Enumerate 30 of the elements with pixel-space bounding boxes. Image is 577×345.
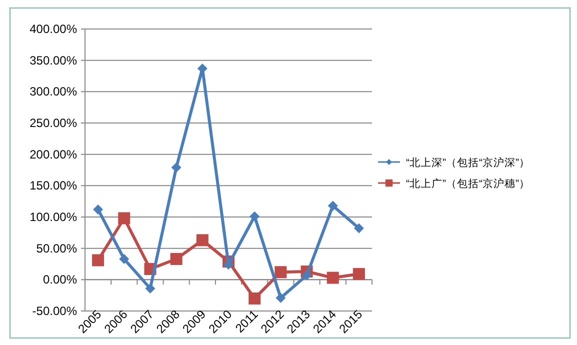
point — [197, 63, 208, 74]
point — [171, 162, 182, 172]
y-tick-label: 350.00% — [30, 53, 78, 68]
y-tick-label: 0.00% — [42, 272, 78, 287]
point — [354, 223, 364, 234]
legend-label: “北上深”（包括“京沪深”） — [406, 156, 530, 169]
point — [145, 283, 156, 294]
y-tick-label: 150.00% — [30, 178, 78, 193]
point — [326, 272, 339, 284]
y-tick-label: 50.00% — [36, 241, 78, 256]
point — [170, 252, 182, 265]
point — [93, 204, 104, 214]
point — [92, 254, 104, 266]
point — [352, 268, 365, 280]
y-tick-label: 100.00% — [30, 210, 78, 224]
point — [248, 292, 261, 304]
y-tick-label: -50.00% — [32, 304, 78, 318]
y-tick-label: 200.00% — [30, 147, 78, 162]
point — [118, 212, 130, 224]
point — [302, 270, 312, 280]
legend-label: “北上广”（包括“京沪穗”） — [406, 177, 530, 190]
point — [276, 292, 286, 303]
y-tick-label: 300.00% — [30, 84, 78, 99]
point — [328, 200, 338, 211]
point — [196, 234, 208, 246]
point — [119, 254, 130, 264]
point — [250, 211, 260, 222]
y-tick-label: 250.00% — [30, 116, 78, 130]
y-tick-label: 400.00% — [30, 22, 78, 36]
point — [274, 266, 287, 278]
